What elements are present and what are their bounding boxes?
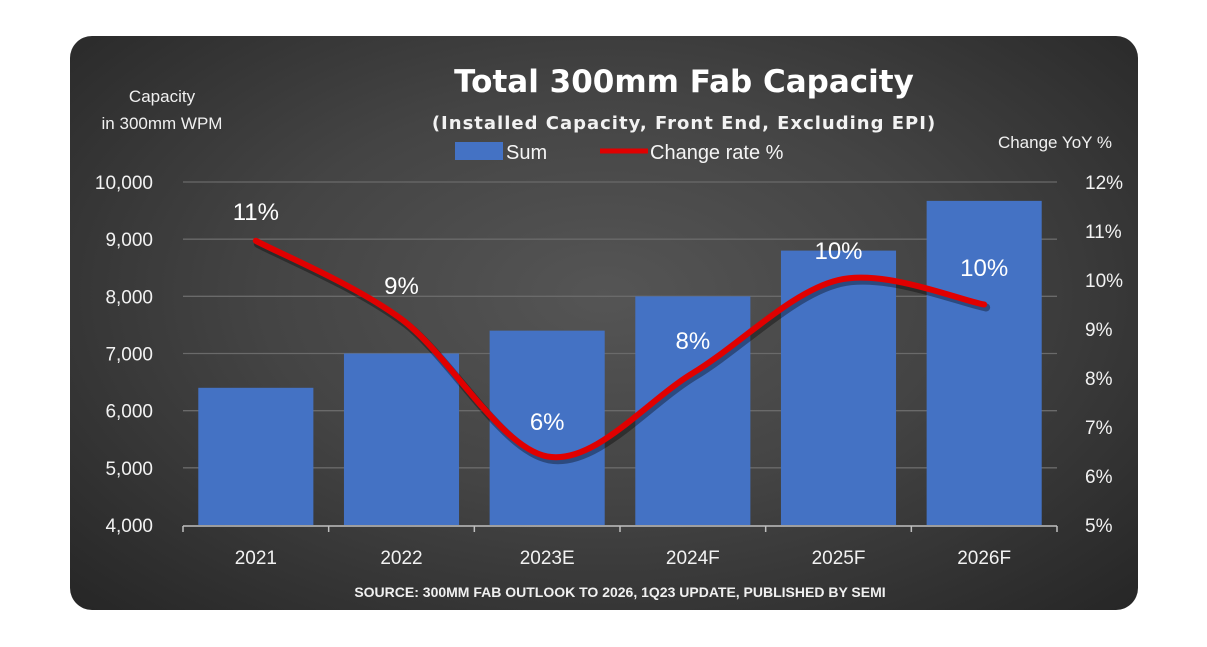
legend-label-change-rate: Change rate %	[650, 142, 784, 164]
x-tick-label: 2025F	[812, 548, 866, 569]
chart-subtitle: (Installed Capacity, Front End, Excludin…	[432, 113, 936, 134]
change-rate-line	[252, 237, 991, 465]
x-axis: 2021 2022 2023E 2024F 2025F 2026F	[182, 525, 1058, 569]
left-axis-title-line1: Capacity	[129, 87, 196, 106]
right-axis-title: Change YoY %	[998, 133, 1112, 152]
left-tick-label: 4,000	[105, 516, 153, 537]
right-tick-label: 12%	[1085, 173, 1123, 194]
right-tick-label: 6%	[1085, 467, 1113, 488]
bar-2021	[198, 387, 314, 525]
right-tick-label: 11%	[1085, 222, 1122, 243]
right-axis-ticks: 5% 6% 7% 8% 9% 10% 11% 12%	[1085, 173, 1123, 537]
left-axis-ticks: 4,000 5,000 6,000 7,000 8,000 9,000 10,000	[95, 173, 153, 537]
left-tick-label: 9,000	[105, 230, 153, 251]
right-tick-label: 7%	[1085, 418, 1113, 439]
data-label-2024F: 8%	[675, 328, 710, 355]
left-tick-label: 6,000	[105, 402, 153, 423]
left-tick-label: 10,000	[95, 173, 153, 194]
left-tick-label: 5,000	[105, 459, 153, 480]
x-tick-label: 2026F	[957, 548, 1011, 569]
legend: Sum Change rate %	[455, 142, 784, 164]
bar-2026F	[926, 200, 1042, 526]
bar-2025F	[780, 250, 897, 525]
x-tick-label: 2023E	[520, 548, 575, 569]
data-label-2023E: 6%	[530, 409, 565, 436]
right-tick-label: 10%	[1085, 271, 1123, 292]
data-label-2021: 11%	[233, 199, 279, 226]
data-label-2022: 9%	[384, 273, 419, 300]
change-rate-line-path	[252, 237, 988, 461]
left-tick-label: 7,000	[105, 345, 153, 366]
data-label-2026F: 10%	[960, 255, 1008, 282]
bars	[198, 200, 1042, 526]
source-note: SOURCE: 300MM FAB OUTLOOK TO 2026, 1Q23 …	[354, 584, 885, 600]
right-tick-label: 5%	[1085, 516, 1113, 537]
gridlines	[183, 181, 1057, 469]
x-tick-label: 2021	[235, 548, 277, 569]
legend-swatch-sum	[455, 142, 503, 160]
chart-title: Total 300mm Fab Capacity	[454, 64, 914, 100]
bar-2022	[343, 353, 460, 525]
x-tick-label: 2022	[380, 548, 422, 569]
x-tick-label: 2024F	[666, 548, 720, 569]
data-labels: 11% 9% 6% 8% 10% 10%	[233, 199, 1008, 436]
legend-label-sum: Sum	[506, 142, 547, 164]
bar-2023E	[489, 330, 605, 525]
right-tick-label: 9%	[1085, 320, 1113, 341]
left-axis-title-line2: in 300mm WPM	[102, 114, 223, 133]
data-label-2025F: 10%	[814, 238, 862, 265]
bar-2024F	[635, 296, 751, 525]
right-tick-label: 8%	[1085, 369, 1113, 390]
left-tick-label: 8,000	[105, 287, 153, 308]
